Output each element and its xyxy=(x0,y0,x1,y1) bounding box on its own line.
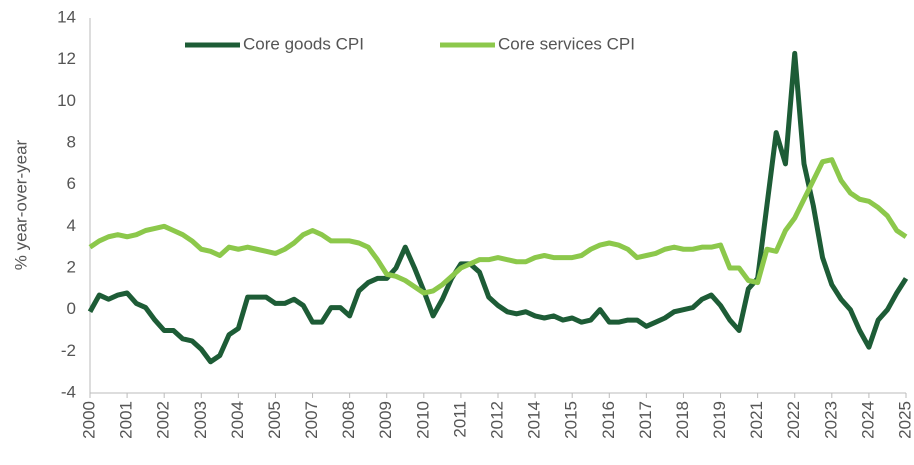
y-tick-label: 0 xyxy=(67,299,76,318)
x-tick-label: 2021 xyxy=(747,401,766,439)
y-tick-label: 6 xyxy=(67,174,76,193)
x-tick-label: 2015 xyxy=(562,401,581,439)
x-tick-label: 2005 xyxy=(265,401,284,439)
x-tick-label: 2002 xyxy=(154,401,173,439)
x-tick-label: 2025 xyxy=(895,401,914,439)
x-tick-label: 2024 xyxy=(858,401,877,439)
x-tick-label: 2019 xyxy=(710,401,729,439)
x-tick-label: 2003 xyxy=(191,401,210,439)
x-tick-label: 2012 xyxy=(487,401,506,439)
x-tick-label: 2022 xyxy=(784,401,803,439)
x-tick-label: 2011 xyxy=(450,401,469,438)
x-tick-label: 2017 xyxy=(636,401,655,439)
y-tick-label: 8 xyxy=(67,132,76,151)
legend-label: Core services CPI xyxy=(498,34,635,53)
y-tick-label: 10 xyxy=(57,91,76,110)
series-line xyxy=(88,157,908,296)
x-tick-label: 2023 xyxy=(821,401,840,439)
x-tick-label: 2010 xyxy=(413,401,432,439)
legend-label: Core goods CPI xyxy=(243,34,364,53)
y-tick-label: 14 xyxy=(57,7,76,26)
x-tick-label: 2007 xyxy=(302,401,321,439)
x-tick-label: 2018 xyxy=(673,401,692,439)
x-tick-label: 2009 xyxy=(376,401,395,439)
y-tick-label: -4 xyxy=(61,382,76,401)
x-tick-label: 2008 xyxy=(339,401,358,439)
x-tick-label: 2016 xyxy=(599,401,618,439)
x-tick-label: 2014 xyxy=(525,401,544,439)
y-axis-label: % year-over-year xyxy=(11,139,30,270)
y-tick-label: 12 xyxy=(57,49,76,68)
x-tick-label: 2000 xyxy=(79,401,98,439)
y-tick-label: 4 xyxy=(67,216,76,235)
series-line xyxy=(87,50,909,365)
y-tick-label: 2 xyxy=(67,257,76,276)
y-tick-label: -2 xyxy=(61,341,76,360)
x-tick-label: 2001 xyxy=(117,401,136,439)
x-tick-label: 2004 xyxy=(228,401,247,439)
